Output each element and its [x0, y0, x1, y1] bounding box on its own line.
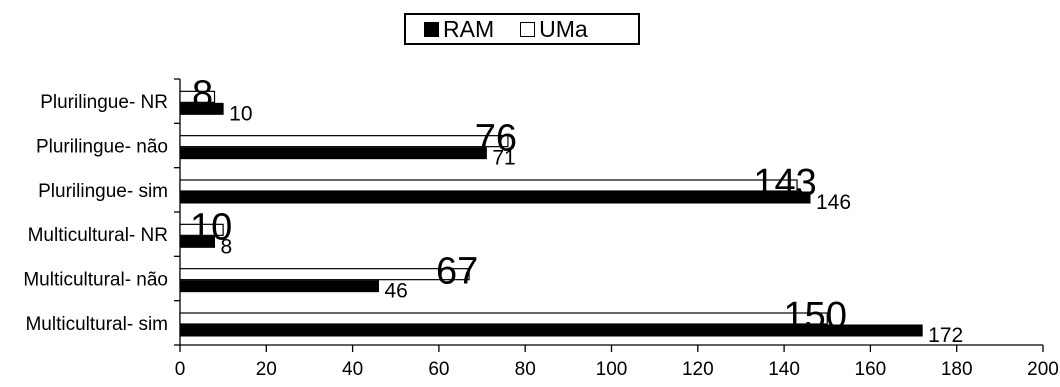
data-label-ram: 146: [816, 191, 851, 214]
data-label-uma: 10: [190, 206, 232, 248]
bar-ram: [179, 235, 216, 248]
bar-uma: [179, 223, 224, 236]
x-tick-label: 200: [1027, 359, 1059, 380]
data-label-ram: 10: [229, 102, 252, 125]
x-tick-label: 80: [515, 359, 536, 380]
x-tick-label: 160: [855, 359, 887, 380]
category-label: Plurilingue- sim: [38, 181, 168, 202]
category-label: Plurilingue- NR: [40, 92, 168, 113]
legend: RAM UMa: [404, 13, 640, 45]
bar-uma: [179, 90, 216, 103]
data-label-uma: 8: [192, 73, 213, 115]
bar-uma: [179, 312, 828, 325]
x-tick-label: 100: [596, 359, 628, 380]
x-tick-label: 40: [342, 359, 363, 380]
data-label-uma: 67: [436, 251, 478, 293]
x-tick-label: 20: [256, 359, 277, 380]
data-label-ram: 172: [928, 324, 963, 347]
x-tick-label: 140: [768, 359, 800, 380]
category-label: Multicultural- sim: [25, 314, 168, 335]
data-label-uma: 143: [753, 162, 816, 204]
legend-swatch-ram: [424, 21, 439, 37]
bar-ram: [179, 280, 379, 293]
bar-ram: [179, 191, 811, 204]
bar-uma: [179, 135, 509, 148]
legend-swatch-uma: [520, 21, 536, 37]
bar-ram: [179, 324, 923, 337]
data-label-ram: 46: [384, 280, 407, 303]
bar-ram: [179, 102, 224, 115]
x-tick-label: 120: [682, 359, 714, 380]
bar-uma: [179, 179, 798, 192]
data-label-ram: 71: [492, 147, 515, 170]
category-label: Multicultural- NR: [28, 225, 168, 246]
bar-uma: [179, 268, 470, 281]
data-label-uma: 150: [784, 295, 847, 337]
data-label-ram: 8: [221, 235, 233, 258]
category-label: Multicultural- não: [23, 270, 168, 291]
legend-label-ram: RAM: [443, 15, 495, 42]
legend-item-uma: UMa: [520, 15, 588, 42]
category-label: Plurilingue- não: [36, 137, 168, 158]
x-tick-label: 0: [175, 359, 186, 380]
x-tick-label: 60: [428, 359, 449, 380]
data-label-uma: 76: [475, 118, 517, 160]
bar-ram: [179, 147, 487, 160]
x-tick-label: 180: [941, 359, 973, 380]
legend-label-uma: UMa: [539, 15, 588, 42]
legend-item-ram: RAM: [424, 15, 495, 42]
